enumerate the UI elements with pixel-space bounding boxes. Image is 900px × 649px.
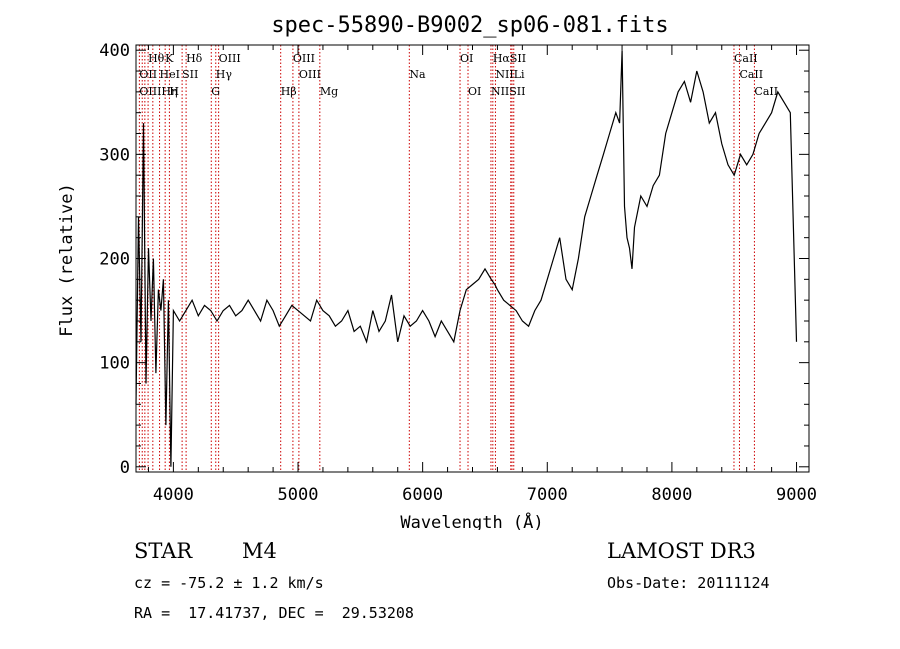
x-tick-label: 7000 [527,485,568,505]
spectral-line-labels: Hθ K Hδ OIII OIII OI HαSII CaII OII HeI SII Hγ OIII N… [139,52,778,98]
y-axis-label: Flux (relative) [57,183,77,337]
spectral-line-label: OII [139,68,157,81]
spectral-line-label: OIII [299,68,321,81]
spectral-line-label: Na [409,68,426,81]
redshift-cz: cz = -75.2 ± 1.2 km/s [134,574,324,592]
spectral-line-label: OIII [293,52,315,65]
x-axis-label: Wavelength (Å) [400,511,543,530]
y-tick-label: 200 [99,250,130,270]
spectral-line-label: CaII [739,68,763,81]
x-tick-label: 9000 [776,485,817,505]
spectral-line-label: NIISII [491,85,526,98]
spectral-line-label: HαSII [493,52,526,65]
y-axis-ticks: 0 100 200 300 400 [99,41,809,478]
y-tick-label: 100 [99,354,130,374]
plot-frame [135,44,810,473]
spectral-line-label: Hδ [186,52,203,65]
x-tick-label: 8000 [651,485,692,505]
spectral-line-label: CaII [754,85,778,98]
spectral-line-label: OI [468,85,481,98]
spectral-line-label: HeI [160,68,180,81]
spectrum-chart: spec-55890-B9002_sp06-081.fits Hθ K Hδ OIII… [57,13,817,530]
spectral-line-label: Hβ [281,85,297,98]
y-tick-label: 400 [99,41,130,61]
spectrum-series [135,50,798,467]
spectral-line-label: OI [460,52,473,65]
object-class: STAR [134,539,193,563]
spectral-line-label: Hθ [148,52,165,65]
x-tick-label: 4000 [153,485,194,505]
survey-name: LAMOST DR3 [607,539,756,563]
chart-title: spec-55890-B9002_sp06-081.fits [271,13,668,38]
spectral-line-label: OIIIHη [139,85,177,98]
spectral-line-label: K [165,52,174,65]
spectral-line-label: Hγ [216,68,233,81]
spectral-line-label: SII [182,68,198,81]
spectral-line-label: CaII [734,52,758,65]
spectral-line-label: OIII [219,52,241,65]
x-tick-label: 6000 [402,485,443,505]
observation-date: Obs-Date: 20111124 [607,574,770,592]
x-tick-label: 5000 [278,485,319,505]
coordinates: RA = 17.41737, DEC = 29.53208 [134,604,414,622]
object-subclass: M4 [242,539,277,563]
spectral-line-label: NIILi [495,68,525,81]
spectral-line-label: H [169,85,179,98]
spectral-line-markers [138,45,755,472]
y-tick-label: 0 [120,458,130,478]
x-axis-ticks: 4000 5000 6000 7000 8000 9000 [147,45,817,505]
spectral-line-label: G [211,85,220,98]
spectral-line-label: Mg [320,85,338,98]
y-tick-label: 300 [99,145,130,165]
